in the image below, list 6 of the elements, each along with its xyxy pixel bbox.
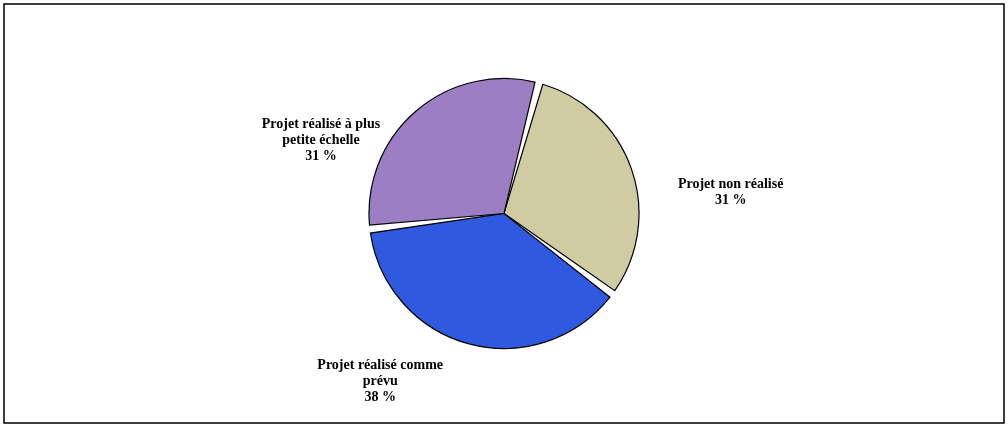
slice-label: Projet non réalisé (677, 175, 784, 191)
data-label: 31 % (714, 191, 747, 207)
slice-label: Projet réalisé à plus petite échelle (261, 116, 381, 148)
slice-label: Projet réalisé comme prévu (317, 357, 444, 389)
data-label: 38 % (364, 389, 396, 405)
data-label: 31 % (305, 148, 337, 164)
